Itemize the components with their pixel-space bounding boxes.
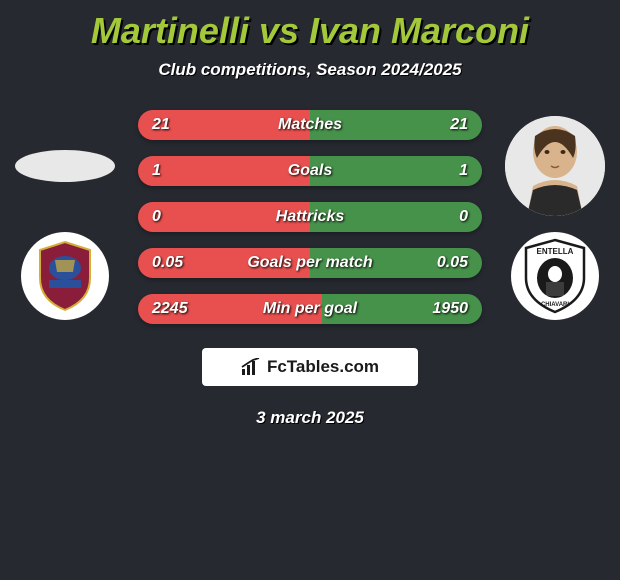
stat-value-left: 0.05 — [152, 254, 183, 272]
stat-bar: 1 1 Goals — [138, 156, 482, 186]
shield-icon — [35, 240, 95, 312]
date-line: 3 march 2025 — [0, 408, 620, 428]
right-club-badge: ENTELLA CHIAVARI — [511, 232, 599, 320]
stat-value-left: 0 — [152, 208, 161, 226]
left-club-badge — [21, 232, 109, 320]
stat-bar: 2245 1950 Min per goal — [138, 294, 482, 324]
right-player-avatar — [505, 116, 605, 216]
page-title: Martinelli vs Ivan Marconi — [0, 10, 620, 52]
stat-fill-left — [138, 156, 310, 186]
club-crest-icon: ENTELLA CHIAVARI — [520, 238, 590, 314]
left-player-column — [10, 110, 120, 320]
stat-label: Min per goal — [263, 300, 357, 318]
brand-box: FcTables.com — [202, 348, 418, 386]
stat-label: Goals — [288, 162, 332, 180]
stat-label: Goals per match — [247, 254, 372, 272]
left-player-avatar — [15, 150, 115, 182]
stats-column: 21 21 Matches 1 1 Goals 0 0 Hattricks 0.05 0.05 Goa… — [120, 110, 500, 340]
stat-label: Hattricks — [276, 208, 344, 226]
right-player-column: ENTELLA CHIAVARI — [500, 110, 610, 320]
stat-label: Matches — [278, 116, 342, 134]
stat-value-right: 0 — [459, 208, 468, 226]
svg-text:ENTELLA: ENTELLA — [537, 247, 574, 256]
brand-text: FcTables.com — [267, 357, 379, 377]
svg-text:CHIAVARI: CHIAVARI — [541, 302, 569, 308]
stat-value-right: 21 — [450, 116, 468, 134]
bar-chart-icon — [241, 358, 261, 376]
stat-bar: 21 21 Matches — [138, 110, 482, 140]
stat-value-right: 0.05 — [437, 254, 468, 272]
stat-value-left: 1 — [152, 162, 161, 180]
page-subtitle: Club competitions, Season 2024/2025 — [0, 60, 620, 80]
stat-value-right: 1950 — [432, 300, 468, 318]
person-icon — [505, 116, 605, 216]
stat-value-left: 2245 — [152, 300, 188, 318]
stat-bar: 0.05 0.05 Goals per match — [138, 248, 482, 278]
stat-value-left: 21 — [152, 116, 170, 134]
main-area: 21 21 Matches 1 1 Goals 0 0 Hattricks 0.05 0.05 Goa… — [0, 110, 620, 340]
stat-value-right: 1 — [459, 162, 468, 180]
stat-bar: 0 0 Hattricks — [138, 202, 482, 232]
stat-fill-right — [310, 156, 482, 186]
comparison-card: Martinelli vs Ivan Marconi Club competit… — [0, 0, 620, 428]
